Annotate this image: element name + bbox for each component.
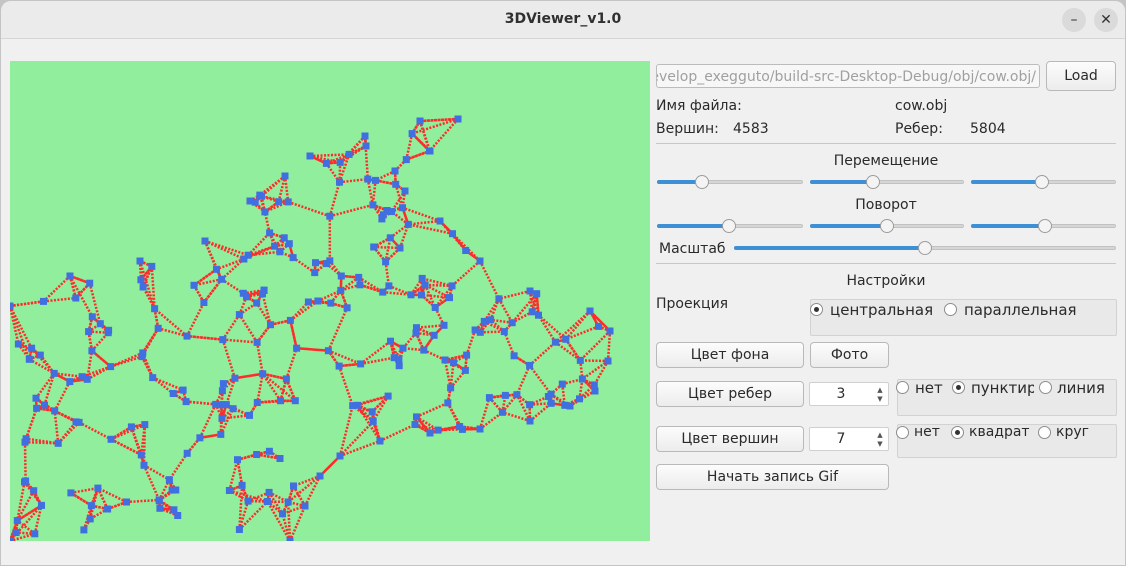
edge-none-label[interactable]: нет [915, 379, 943, 397]
slider-handle[interactable] [695, 175, 710, 189]
divider [656, 143, 1116, 144]
scale-slider[interactable] [734, 240, 1116, 256]
vertex-none-label[interactable]: нет [914, 424, 940, 440]
vertices-label: Вершин: [656, 121, 719, 137]
settings-title: Настройки [846, 273, 926, 289]
cow-mesh [10, 61, 650, 541]
slider-handle[interactable] [1037, 219, 1052, 233]
projection-label: Проекция [656, 296, 729, 312]
vertex-size-value: 7 [836, 431, 846, 447]
projection-parallel-label[interactable]: параллельная [964, 301, 1077, 319]
rotate-x-slider[interactable] [657, 218, 803, 234]
rotate-section-title: Поворот [855, 197, 917, 213]
file-path-field[interactable]: /home/develop_exegguto/build-src-Desktop… [656, 64, 1040, 88]
slider-fill [734, 246, 925, 250]
vertex-circle-radio[interactable] [1038, 426, 1051, 439]
file-name-label: Имя файла: [656, 98, 742, 114]
spin-up-icon[interactable]: ▲ [877, 386, 883, 394]
slider-fill [657, 224, 729, 228]
spin-down-icon[interactable]: ▼ [877, 440, 883, 448]
edges-label: Ребер: [895, 121, 943, 137]
move-y-slider[interactable] [810, 174, 964, 190]
scale-label: Масштаб [659, 241, 726, 257]
slider-fill [657, 180, 703, 184]
projection-parallel-radio[interactable] [944, 303, 957, 316]
slider-fill [971, 224, 1045, 228]
move-x-slider[interactable] [657, 174, 803, 190]
move-section-title: Перемещение [833, 153, 939, 169]
vertex-circle-label[interactable]: круг [1056, 424, 1089, 440]
spin-up-icon[interactable]: ▲ [877, 431, 883, 439]
mesh-vertices [10, 115, 614, 541]
edges-count: 5804 [970, 121, 1006, 137]
file-name-value: cow.obj [895, 98, 948, 114]
projection-central-label[interactable]: центральная [830, 301, 934, 319]
edge-width-value: 3 [836, 386, 846, 402]
edge-color-button[interactable]: Цвет ребер [656, 381, 804, 407]
move-z-slider[interactable] [971, 174, 1116, 190]
edge-dashed-label[interactable]: пунктир [971, 379, 1034, 397]
vertex-size-spinbox[interactable]: 7 ▲ ▼ [809, 427, 889, 451]
window-title: 3DViewer_v1.0 [504, 11, 622, 27]
edge-solid-label[interactable]: линия [1057, 379, 1105, 397]
spin-down-icon[interactable]: ▼ [877, 395, 883, 403]
edge-width-spinbox[interactable]: 3 ▲ ▼ [809, 382, 889, 406]
projection-group [810, 299, 1117, 336]
slider-fill [810, 180, 874, 184]
vertex-type-group [897, 424, 1117, 458]
record-gif-button[interactable]: Начать запись Gif [656, 464, 889, 490]
vertex-square-radio[interactable] [951, 426, 964, 439]
slider-handle[interactable] [866, 175, 881, 189]
vertex-none-radio[interactable] [896, 426, 909, 439]
edge-type-group [897, 379, 1117, 416]
close-icon[interactable]: ✕ [1094, 8, 1118, 32]
edge-dashed-radio[interactable] [952, 381, 965, 394]
slider-fill [810, 224, 887, 228]
slider-fill [971, 180, 1043, 184]
slider-handle[interactable] [721, 219, 736, 233]
minimize-icon[interactable]: – [1062, 8, 1086, 32]
vertex-color-button[interactable]: Цвет вершин [656, 426, 804, 452]
model-viewport[interactable] [10, 61, 650, 541]
photo-button[interactable]: Фото [810, 342, 889, 368]
projection-central-radio[interactable] [810, 303, 823, 316]
mesh-edges [10, 117, 612, 541]
vertex-square-label[interactable]: квадрат [969, 424, 1030, 440]
edge-none-radio[interactable] [896, 381, 909, 394]
edge-solid-radio[interactable] [1039, 381, 1052, 394]
vertices-count: 4583 [733, 121, 769, 137]
slider-handle[interactable] [880, 219, 894, 233]
slider-handle[interactable] [918, 241, 932, 255]
rotate-y-slider[interactable] [810, 218, 964, 234]
divider [656, 263, 1116, 264]
rotate-z-slider[interactable] [971, 218, 1116, 234]
load-button[interactable]: Load [1046, 61, 1116, 91]
slider-handle[interactable] [1035, 175, 1050, 189]
title-bar[interactable]: 3DViewer_v1.0 – ✕ [1, 1, 1125, 39]
background-color-button[interactable]: Цвет фона [656, 342, 804, 368]
